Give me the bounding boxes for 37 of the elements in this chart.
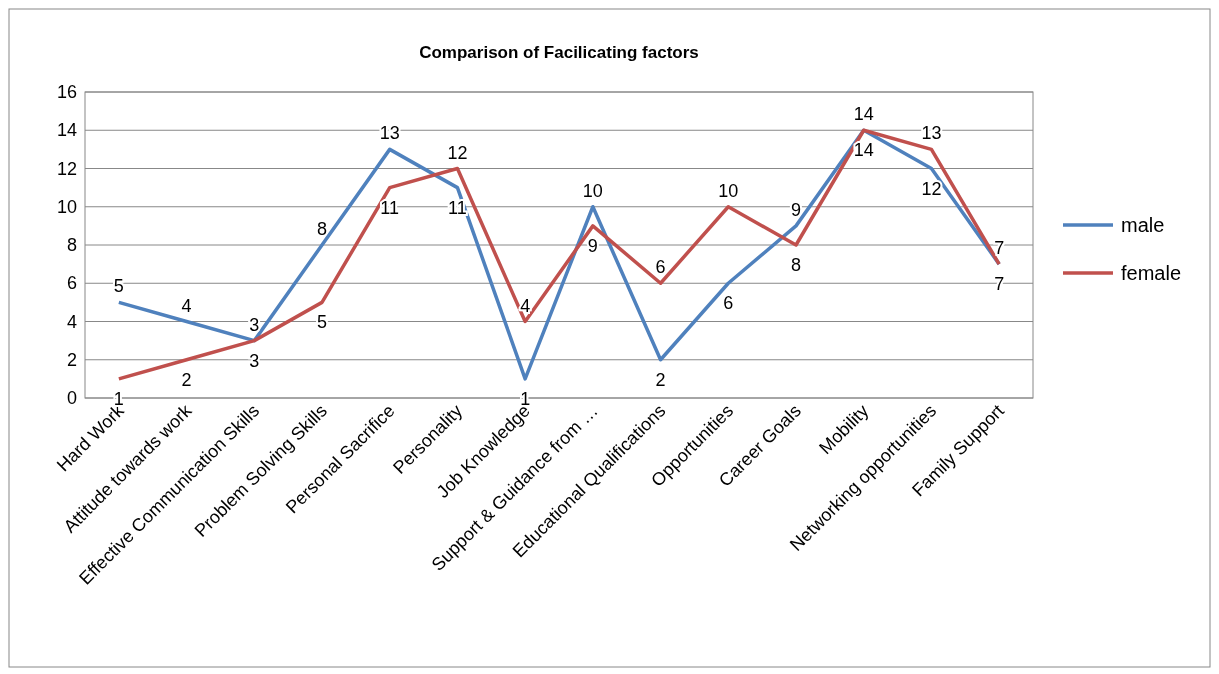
data-label: 14 (853, 140, 874, 161)
data-label: 13 (379, 123, 400, 144)
data-label: 13 (921, 123, 942, 144)
y-tick-label: 10 (56, 196, 77, 217)
data-label: 9 (790, 199, 802, 220)
y-tick-label: 12 (56, 158, 77, 179)
data-label: 11 (380, 197, 400, 218)
data-label: 12 (447, 142, 468, 163)
y-tick-label: 6 (66, 273, 77, 294)
data-label: 8 (316, 219, 328, 239)
data-label: 14 (853, 104, 874, 125)
data-label: 2 (181, 369, 192, 390)
data-label: 5 (113, 276, 124, 297)
legend-label: female (1121, 262, 1182, 284)
data-label: 7 (994, 274, 1005, 295)
y-tick-label: 8 (66, 235, 77, 255)
data-label: 10 (718, 180, 739, 201)
y-tick-label: 16 (56, 82, 77, 102)
y-tick-label: 2 (66, 349, 77, 370)
chart-title: Comparison of Facilicating factors (419, 43, 699, 62)
data-label: 7 (994, 238, 1005, 259)
data-label: 6 (723, 293, 734, 314)
data-label: 4 (520, 295, 531, 316)
legend-label: male (1121, 214, 1165, 236)
data-label: 5 (316, 312, 328, 333)
y-tick-label: 0 (66, 388, 77, 408)
data-label: 12 (921, 178, 942, 199)
data-label: 2 (655, 369, 666, 390)
data-label: 8 (790, 255, 802, 275)
y-tick-label: 14 (56, 120, 77, 141)
data-label: 3 (249, 350, 260, 371)
data-label: 10 (582, 180, 603, 201)
data-label: 3 (249, 314, 260, 335)
data-label: 9 (587, 235, 598, 256)
data-label: 4 (181, 295, 192, 316)
data-label: 6 (655, 257, 666, 278)
y-tick-label: 4 (66, 311, 77, 332)
